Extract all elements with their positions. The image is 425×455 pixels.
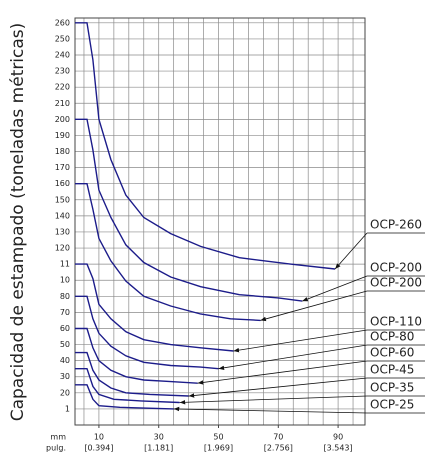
x-tick-label: 10 [94, 433, 104, 442]
y-axis-title: Capacidad de estampado (toneladas métric… [8, 23, 28, 422]
x-tick-label-inch: [0.394] [84, 444, 113, 453]
y-tick-label: 80 [60, 292, 70, 301]
curve [75, 263, 234, 352]
leader-arrow [197, 360, 368, 385]
y-tick-label: 70 [60, 308, 70, 317]
curve [75, 351, 189, 397]
curve [75, 118, 303, 302]
leader-arrow [302, 275, 368, 302]
x-tick-label-inch: [1.969] [204, 444, 233, 453]
y-tick-label: 140 [55, 211, 70, 220]
series-label: OCP-25 [370, 398, 414, 412]
leader-arrow [179, 395, 368, 405]
curve [75, 295, 219, 370]
y-tick-label: 120 [55, 244, 70, 253]
x-tick-label-inch: [2.756] [264, 444, 293, 453]
x-tick-label: 70 [273, 433, 283, 442]
y-tick-label: 40 [60, 356, 70, 365]
y-tick-label: 60 [60, 324, 70, 333]
series-label: OCP-110 [370, 315, 422, 329]
series-label: OCP-200 [370, 276, 422, 290]
leader-arrow [334, 232, 368, 270]
y-tick-label: 30 [60, 372, 70, 381]
x-tick-label-inch: [3.543] [324, 444, 353, 453]
y-tick-label: 130 [55, 227, 70, 236]
series-label: OCP-45 [370, 363, 414, 377]
curve [75, 368, 180, 404]
series-label: OCP-200 [370, 261, 422, 275]
y-tick-label: 190 [55, 131, 70, 140]
leader-arrow [188, 377, 368, 398]
curve [75, 183, 261, 322]
x-unit-label: pulg. [46, 444, 66, 453]
y-tick-label: 220 [55, 83, 70, 92]
curve [75, 327, 198, 384]
x-tick-label: 50 [213, 433, 223, 442]
y-tick-label: 10 [60, 276, 70, 285]
series-label: OCP-35 [370, 381, 414, 395]
curve [75, 22, 336, 270]
y-tick-label: 230 [55, 67, 70, 76]
y-tick-label: 180 [55, 147, 70, 156]
y-tick-label: 20 [60, 388, 70, 397]
y-tick-label: 150 [55, 195, 70, 204]
x-unit-label: mm [50, 433, 66, 442]
y-tick-label: 200 [55, 115, 70, 124]
y-tick-label: 240 [55, 51, 70, 60]
leader-arrow [260, 290, 368, 322]
y-tick-label: 170 [55, 163, 70, 172]
x-tick-label-inch: [1.181] [144, 444, 173, 453]
y-tick-label: 11 [60, 260, 70, 269]
y-tick-label: 1 [65, 404, 70, 413]
series-label: OCP-260 [370, 218, 422, 232]
y-tick-label: 50 [60, 340, 70, 349]
curve [75, 384, 174, 410]
leader-arrow [218, 344, 368, 371]
x-tick-label: 90 [333, 433, 343, 442]
y-tick-label: 160 [55, 179, 70, 188]
series-label: OCP-80 [370, 330, 414, 344]
leader-arrow [173, 406, 368, 414]
plot-frame [74, 17, 366, 426]
series-label: OCP-60 [370, 346, 414, 360]
y-tick-label: 250 [55, 34, 70, 43]
x-tick-label: 30 [154, 433, 164, 442]
y-tick-label: 260 [55, 18, 70, 27]
y-tick-label: 210 [55, 99, 70, 108]
leader-arrow [233, 329, 368, 353]
